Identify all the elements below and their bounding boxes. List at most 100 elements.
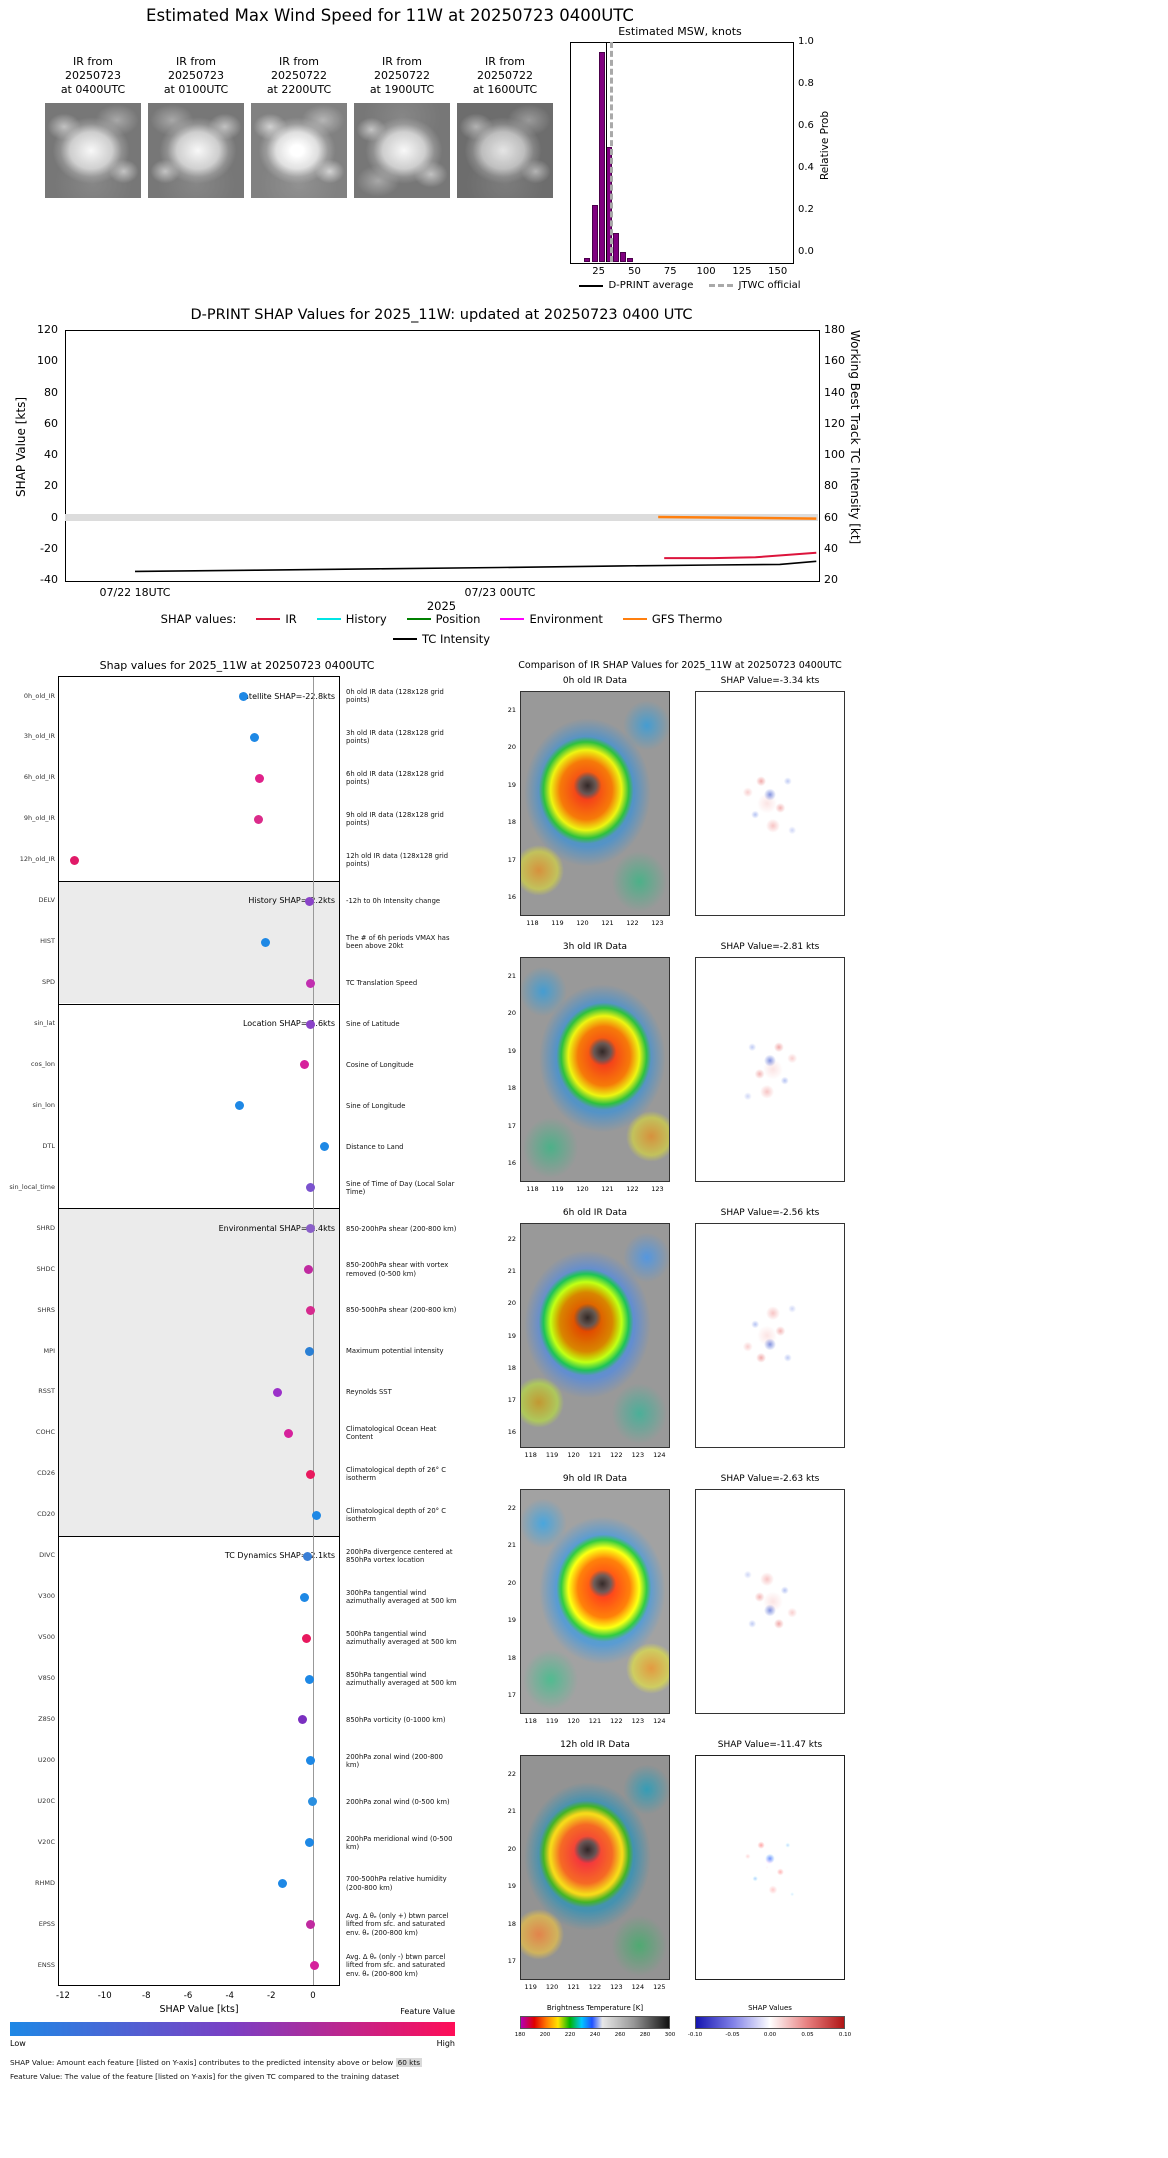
- series-gfs-thermo: [658, 515, 817, 520]
- ir-map-ytick: 22: [507, 1235, 516, 1244]
- ir-map-xtick: 122: [610, 1451, 623, 1459]
- shap-feature-label: ENSS: [37, 1960, 55, 1969]
- shap-dotplot-xlabel: SHAP Value [kts]: [159, 2004, 239, 2015]
- ir-map-xtick: 120: [545, 1983, 559, 1991]
- shap-feature-desc-text: Reynolds SST: [346, 1388, 392, 1397]
- shap-feature-label: 3h_old_IR: [23, 732, 55, 741]
- ts-ytick-right: 80: [824, 479, 838, 493]
- ir-map-ytick: 16: [507, 893, 516, 902]
- shap-group-header: Environmental SHAP=-2.4kts: [218, 1223, 335, 1233]
- timeseries-lines: [134, 515, 817, 573]
- ir-map-xtick: 119: [545, 1451, 559, 1459]
- ir-map-xtick: 119: [524, 1983, 537, 1991]
- ir-thumbnail-label-line: IR from: [73, 55, 113, 68]
- legend-line-swatch: [579, 284, 604, 287]
- ir-map-ytick: 18: [507, 1919, 516, 1928]
- shap-feature-dot: [309, 1961, 319, 1970]
- shap-feature-dot: [303, 1551, 313, 1561]
- shap-feature-desc: Climatological depth of 20° C isotherm: [346, 1495, 458, 1536]
- shap-feature-label: sin_lon: [32, 1100, 55, 1109]
- ir-map-xtick: 119: [551, 1185, 564, 1193]
- legend-item: GFS Thermo: [622, 612, 722, 626]
- shap-feature-desc: Sine of Latitude: [346, 1004, 458, 1045]
- shap-feature-dot: [306, 1019, 316, 1029]
- shap-footnote: SHAP Value: Amount each feature [listed …: [10, 2058, 480, 2067]
- ir-map-xtick: 121: [567, 1983, 580, 1991]
- ts-legend-title: SHAP values:: [160, 612, 237, 626]
- shap-feature-desc-text: Climatological depth of 26° C isotherm: [346, 1466, 446, 1483]
- shap-feature-desc-text: 700-500hPa relative humidity (200-800 km…: [346, 1875, 447, 1892]
- shap-group-band: [58, 676, 340, 881]
- shap-feature-dot: [298, 1715, 308, 1725]
- ts-ytick-left: 80: [44, 385, 58, 399]
- shap-colorbar-tick: 0.00: [763, 2032, 777, 2038]
- shap-group-band: [58, 880, 340, 1004]
- ir-row-title: 3h old IR Data: [562, 942, 628, 952]
- ir-map-image: [520, 957, 670, 1182]
- ts-ytick-right: 160: [824, 354, 845, 368]
- ir-thumbnail-label-line: 20250722: [374, 69, 430, 82]
- shap-feature-label: SHDC: [36, 1264, 55, 1273]
- shap-feature-desc-text: 200hPa zonal wind (200-800 km): [346, 1752, 443, 1769]
- shap-feature-dot: [306, 1224, 316, 1234]
- shap-row-title: SHAP Value=-2.63 kts: [720, 1474, 820, 1484]
- timeseries-ylabel-right: Working Best Track TC Intensity [kt]: [848, 330, 862, 545]
- shap-feature-dot: [304, 1265, 314, 1275]
- shap-colorbar-tick: 0.05: [801, 2032, 814, 2038]
- ts-ytick-right: 180: [824, 323, 845, 336]
- ir-map-xtick: 118: [526, 1185, 539, 1193]
- ir-map-xtick: 118: [526, 919, 539, 927]
- ir-map-xtick: 125: [653, 1983, 666, 1991]
- ts-xtick: 07/23 00UTC: [464, 586, 536, 599]
- ir-thumbnail-label-line: at 2200UTC: [266, 83, 332, 96]
- shap-feature-desc: 850-200hPa shear (200-800 km): [346, 1208, 458, 1249]
- ts-ytick-left: 40: [44, 448, 58, 461]
- shap-feature-label: cos_lon: [30, 1059, 55, 1068]
- shap-feature-desc-text: 850hPa vorticity (0-1000 km): [346, 1715, 446, 1724]
- shap-feature-label: sin_lat: [34, 1019, 55, 1027]
- shap-feature-desc: The # of 6h periods VMAX has been above …: [346, 922, 458, 963]
- ir-map-xtick: 124: [653, 1451, 666, 1459]
- shap-feature-label: SHRS: [37, 1305, 55, 1314]
- shap-feature-desc-text: Climatological Ocean Heat Content: [346, 1425, 437, 1442]
- ts-ytick-left: 120: [37, 323, 58, 336]
- ir-map-xtick: 123: [651, 1185, 664, 1193]
- ir-map-xtick: 124: [653, 1717, 666, 1725]
- shap-feature-desc: Sine of Time of Day (Local Solar Time): [346, 1167, 458, 1208]
- shap-feature-dot: [300, 1060, 310, 1070]
- shap-xtick: 0: [310, 1991, 316, 2001]
- ir-thumbnail-label-line: 20250723: [65, 69, 121, 82]
- timeseries-xlabel: 2025: [426, 599, 457, 613]
- shap-feature-dot: [306, 1469, 316, 1479]
- shap-feature-desc-text: Distance to Land: [346, 1142, 404, 1151]
- shap-feature-desc-text: Sine of Time of Day (Local Solar Time): [346, 1179, 455, 1196]
- shap-feature-desc-text: 200hPa meridional wind (0-500 km): [346, 1834, 453, 1851]
- ir-thumbnail-label-line: at 0100UTC: [163, 83, 229, 96]
- legend-label: History: [345, 612, 387, 626]
- feature-colorbar-low-label: Low: [10, 2039, 26, 2048]
- ir-thumbnail-label-line: at 1900UTC: [369, 83, 435, 96]
- feature-colorbar-title: Feature Value: [400, 2007, 455, 2016]
- bt-colorbar-tick: 260: [614, 2032, 626, 2038]
- shap-row-title: SHAP Value=-3.34 kts: [720, 676, 820, 686]
- ir-map-xtick: 121: [588, 1451, 602, 1459]
- shap-feature-desc: TC Translation Speed: [346, 963, 458, 1004]
- legend-item: JTWC official: [709, 280, 801, 291]
- ir-map-ytick: 20: [507, 1844, 516, 1853]
- ir-map-xtick: 120: [567, 1451, 580, 1459]
- shap-feature-dot: [306, 1756, 316, 1766]
- legend-label: IR: [285, 612, 297, 626]
- shap-feature-label: Z850: [38, 1714, 55, 1723]
- shap-feature-dot: [305, 1674, 315, 1684]
- shap-feature-label: SPD: [41, 978, 55, 986]
- shap-xtick: -6: [183, 1991, 193, 2001]
- shap-feature-desc-text: 850hPa tangential wind azimuthally avera…: [346, 1670, 457, 1687]
- shap-feature-desc-text: 200hPa zonal wind (0-500 km): [346, 1797, 450, 1806]
- histogram-ytick: 0.2: [798, 204, 814, 215]
- jtwc-official-line: [610, 42, 613, 262]
- ts-ytick-right: 20: [824, 573, 838, 586]
- ts-ytick-right: 140: [824, 385, 845, 399]
- ts-ytick-left: 60: [44, 416, 58, 430]
- bt-colorbar-tick: 300: [664, 2032, 676, 2038]
